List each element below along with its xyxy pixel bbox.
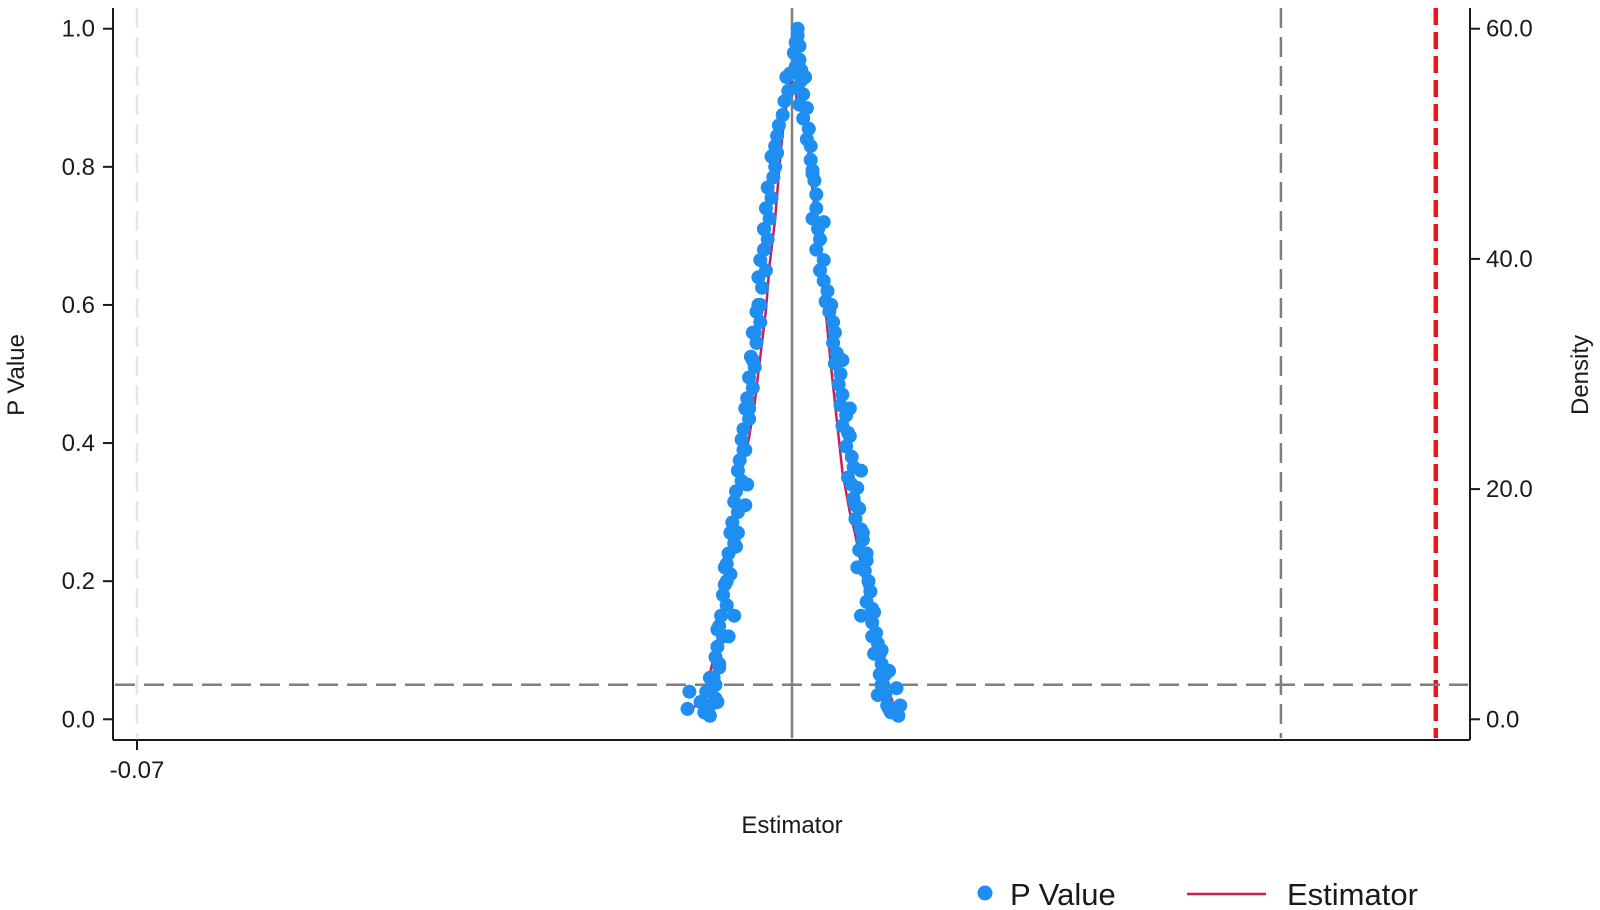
p-value-point [736,443,751,457]
p-value-point [770,146,785,160]
p-value-point [816,215,831,230]
p-value-point [719,574,734,589]
p-value-point [820,284,835,299]
p-value-point [710,622,725,637]
p-value-point [844,477,859,492]
p-value-point [721,629,736,644]
p-value-point [779,70,794,85]
y-tick-label: 0.2 [62,568,95,595]
x-axis-title: Estimator [741,812,842,839]
p-value-point [835,387,850,402]
p-value-point [826,315,841,330]
p-value-point [762,211,777,226]
p-value-point [717,560,732,575]
p-value-point [803,139,818,154]
p-value-point [865,601,880,616]
p-value-point [738,498,753,513]
legend-pvalue-marker [977,885,993,901]
p-value-point [682,684,697,699]
p-value-point [751,297,766,312]
p-value-point [729,539,743,554]
p-value-point [835,353,850,368]
p-value-point [742,401,757,416]
p-value-point [798,70,813,85]
y-tick-label: 0.6 [62,292,95,319]
axes [112,8,1471,741]
p-value-point [736,422,751,437]
legend-pvalue-label: P Value [1010,877,1116,910]
p-value-point [803,152,818,167]
p-value-point [719,598,734,613]
p-value-point [848,512,863,526]
p-value-point [889,681,904,696]
p-value-point [805,166,820,181]
p-value-point [755,280,770,295]
p-value-point [714,608,729,623]
p-value-point [680,701,695,716]
p-value-point [745,380,760,395]
p-value-point [768,159,783,174]
reference-lines [115,8,1468,738]
p-value-point [771,118,786,133]
tick-marks: 0.0 0.2 0.4 0.6 0.8 1.0 0.0 20.0 40.0 60.0 -0.07 [62,16,1533,784]
p-value-point [824,297,839,312]
y2-tick-label: 60.0 [1486,16,1533,43]
p-value-point [859,546,874,561]
p-value-point [882,663,896,678]
p-value-point [827,325,842,340]
p-value-point [865,629,880,644]
legend-estimator-label: Estimator [1287,877,1418,910]
x-tick-label: -0.07 [110,757,165,784]
p-value-point [842,401,857,416]
p-value-point [740,477,755,492]
y-axis-title: P Value [3,334,30,416]
p-value-point [841,425,855,440]
p-value-point [764,190,779,205]
p-value-point [805,211,820,226]
p-value-point [766,170,781,185]
p-value-point [809,242,824,257]
p-value-point [699,684,714,699]
p-value-point [702,708,717,723]
p-value-point [874,677,889,692]
y2-tick-label: 40.0 [1486,246,1533,273]
p-value-point [839,439,854,454]
p-value-point [850,560,865,575]
y2-tick-label: 20.0 [1486,476,1533,503]
p-value-point [727,608,742,623]
p-value-point [747,325,762,340]
p-value-point [801,121,816,136]
y-tick-label: 0.4 [62,430,95,457]
p-value-point [882,701,896,716]
p-value-point [809,187,824,202]
p-value-point [753,315,768,330]
p-value-point [777,94,792,109]
p-value-points [680,21,908,723]
y2-tick-label: 0.0 [1486,706,1519,733]
p-value-point [730,525,745,540]
p-value-point [854,608,868,623]
p-value-point [757,222,771,236]
y-tick-label: 0.8 [62,154,95,181]
legend: P Value Estimator [977,877,1418,910]
p-value-point [874,643,889,658]
p-value-point [833,367,848,381]
p-value-point [745,353,760,368]
p-value-point [729,484,743,499]
p-value-point [893,698,908,713]
p-value-point [710,695,725,709]
p-value-point [749,335,764,350]
y-tick-label: 0.0 [62,706,95,733]
p-value-point [693,695,708,709]
y-tick-label: 1.0 [62,16,95,43]
y2-axis-title: Density [1567,335,1594,415]
p-value-point [796,111,811,126]
p-value-point [854,463,868,478]
p-value-point [712,657,727,671]
p-value-point [848,498,863,513]
p-value-point [855,525,870,540]
p-value-point [742,411,757,426]
p-value-point [753,253,768,268]
